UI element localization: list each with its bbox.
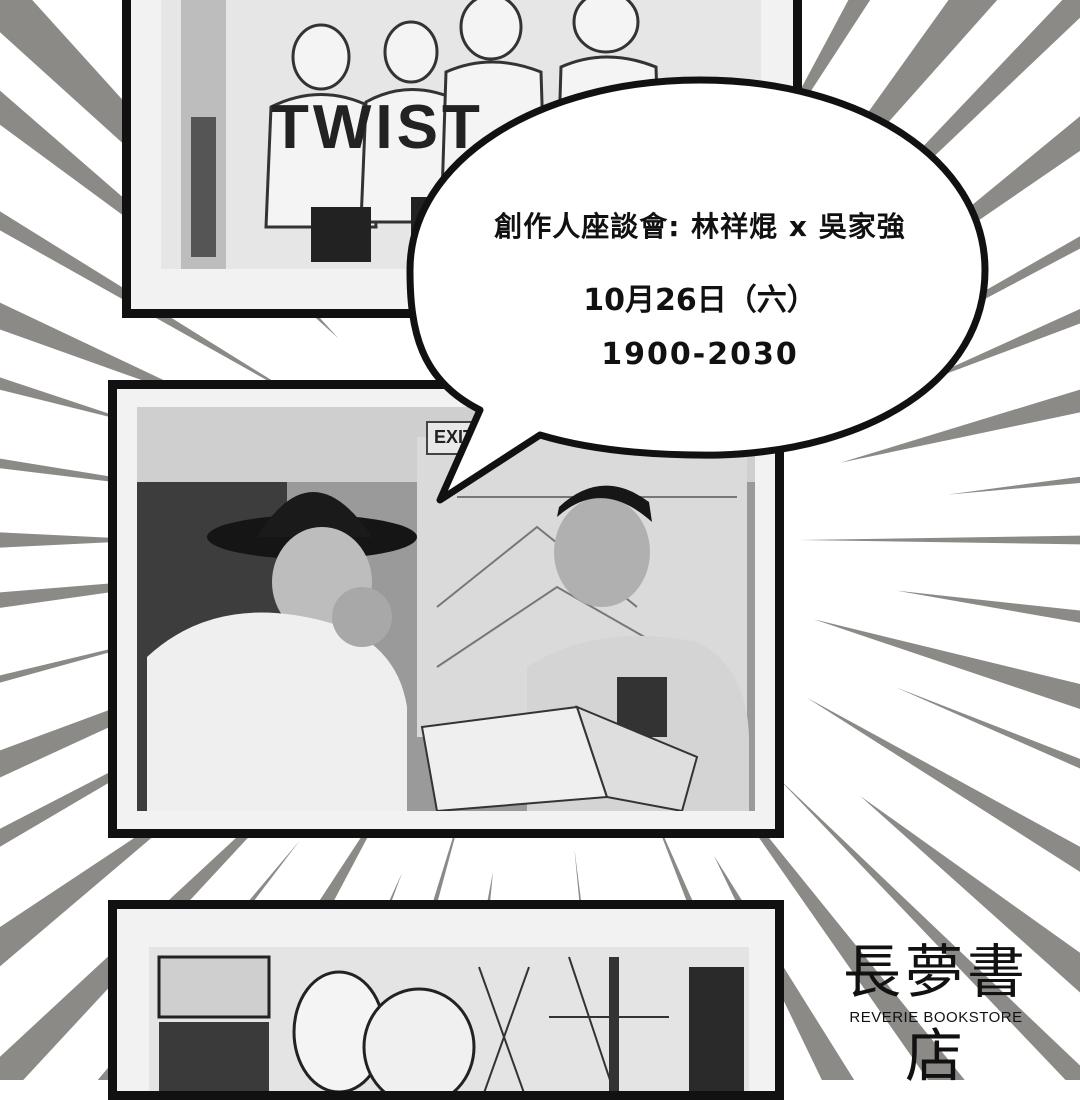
event-time: 1900-2030 [440, 337, 960, 372]
bookstore-logo-english: REVERIE BOOKSTORE [826, 1009, 1046, 1026]
event-date: 10月26日（六） [440, 275, 960, 319]
event-title: 創作人座談會: 林祥焜 x 吳家強 [440, 205, 960, 245]
